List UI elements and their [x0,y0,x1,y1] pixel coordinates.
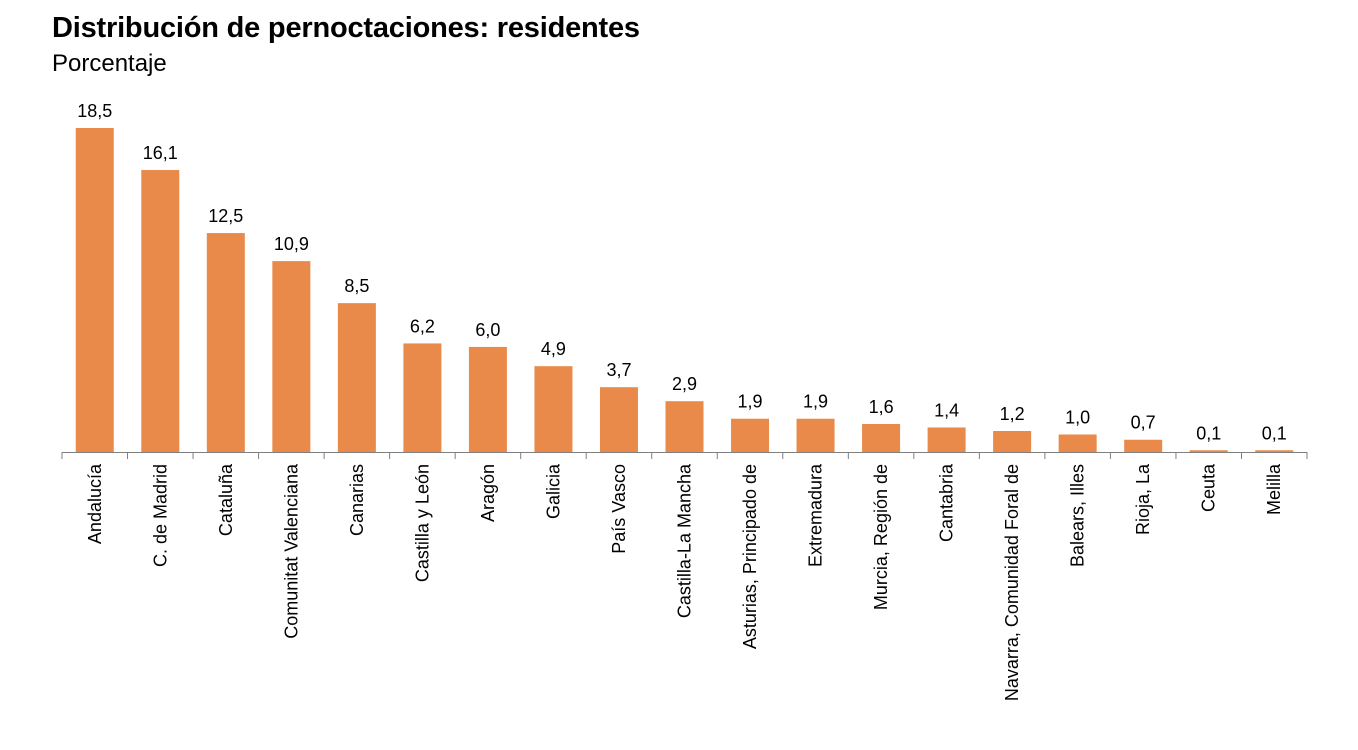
x-tick-label-3: Comunitat Valenciana [281,463,301,639]
bar-8 [599,387,638,452]
data-label-6: 6,0 [475,320,500,340]
bar-14 [993,430,1032,452]
bar-17 [1189,450,1228,452]
data-label-0: 18,5 [77,101,112,121]
chart-subtitle: Porcentaje [52,50,167,77]
x-tick-label-14: Navarra, Comunidad Foral de [1002,464,1022,701]
bar-10 [731,418,770,452]
x-tick-label-0: Andalucía [85,463,105,544]
x-tick-label-5: Castilla y León [412,464,432,582]
data-label-15: 1,0 [1065,407,1090,427]
data-label-13: 1,4 [934,400,959,420]
bar-9 [665,401,704,452]
x-tick-label-11: Extremadura [806,463,826,567]
data-label-11: 1,9 [803,392,828,412]
bar-0 [75,128,114,452]
bar-5 [403,343,442,452]
x-tick-label-8: País Vasco [609,464,629,554]
data-label-7: 4,9 [541,339,566,359]
data-label-12: 1,6 [869,397,894,417]
x-tick-label-1: C. de Madrid [150,464,170,567]
data-label-3: 10,9 [274,234,309,254]
bar-12 [862,423,901,452]
x-tick-label-17: Ceuta [1199,463,1219,512]
x-tick-label-16: Rioja, La [1133,463,1153,535]
data-label-8: 3,7 [606,360,631,380]
x-tick-label-6: Aragón [478,464,498,522]
x-tick-label-15: Balears, Illes [1068,464,1088,567]
x-tick-label-2: Cataluña [216,463,236,536]
x-tick-label-18: Melilla [1264,463,1284,515]
bar-15 [1058,434,1097,452]
data-label-4: 8,5 [344,276,369,296]
bar-13 [927,427,966,452]
bar-1 [141,170,180,452]
data-label-10: 1,9 [738,392,763,412]
bar-7 [534,366,573,452]
data-label-2: 12,5 [208,206,243,226]
x-tick-label-4: Canarias [347,464,367,536]
x-tick-label-12: Murcia, Región de [871,464,891,610]
bar-16 [1124,439,1163,452]
bar-18 [1255,450,1294,452]
data-label-5: 6,2 [410,316,435,336]
data-label-1: 16,1 [143,143,178,163]
data-label-18: 0,1 [1262,423,1287,443]
x-tick-label-10: Asturias, Principado de [740,464,760,649]
data-label-16: 0,7 [1131,413,1156,433]
x-tick-label-7: Galicia [543,463,563,519]
data-label-14: 1,2 [1000,404,1025,424]
bar-2 [206,233,245,452]
chart-title: Distribución de pernoctaciones: resident… [52,12,640,44]
bar-3 [272,261,311,452]
bar-6 [468,346,507,452]
bar-4 [337,303,376,452]
x-tick-label-13: Cantabria [937,463,957,542]
x-tick-label-9: Castilla-La Mancha [675,463,695,618]
data-label-9: 2,9 [672,374,697,394]
bar-11 [796,418,835,452]
data-label-17: 0,1 [1196,423,1221,443]
